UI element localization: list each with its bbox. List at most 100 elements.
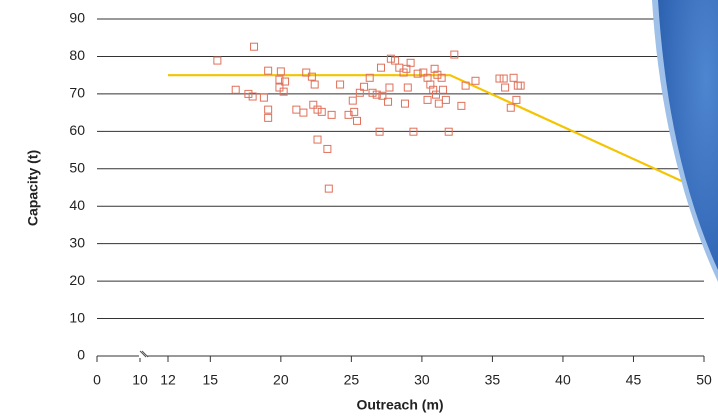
scatter-point — [429, 85, 438, 94]
y-tick-label: 80 — [69, 47, 85, 63]
scatter-point — [375, 127, 384, 136]
x-tick-label: 50 — [696, 372, 712, 388]
scatter-point — [313, 135, 322, 144]
scatter-point — [385, 83, 394, 92]
y-tick-label: 30 — [69, 234, 85, 250]
scatter-point — [327, 110, 336, 119]
scatter-point — [275, 75, 284, 84]
y-tick-label: 50 — [69, 159, 85, 175]
scatter-point — [419, 68, 428, 77]
scatter-point — [336, 80, 345, 89]
scatter-point — [430, 64, 439, 73]
scatter-point — [395, 63, 404, 72]
scatter-point — [307, 72, 316, 81]
scatter-point — [344, 110, 353, 119]
y-tick-label: 70 — [69, 85, 85, 101]
capacity-line — [168, 74, 705, 193]
y-tick-label: 0 — [77, 347, 85, 363]
x-tick-label: 20 — [273, 372, 289, 388]
scatter-point — [384, 97, 393, 106]
scatter-point — [365, 73, 374, 82]
scatter-point — [400, 99, 409, 108]
x-tick-label: 30 — [414, 372, 430, 388]
scatter-point — [299, 108, 308, 117]
y-tick-label: 90 — [69, 10, 85, 26]
scatter-point — [292, 105, 301, 114]
scatter-point — [386, 54, 395, 63]
scatter-point — [259, 93, 268, 102]
x-tick-label: 0 — [93, 372, 101, 388]
scatter-point — [512, 95, 521, 104]
scatter-point — [495, 74, 504, 83]
x-tick-label: 40 — [555, 372, 571, 388]
y-tick-label: 10 — [69, 309, 85, 325]
scatter-point — [423, 95, 432, 104]
scatter-point — [264, 105, 273, 114]
y-tick-label: 60 — [69, 122, 85, 138]
scatter-point — [444, 127, 453, 136]
scatter-point — [406, 58, 415, 67]
scatter-point — [213, 56, 222, 65]
scatter-point — [434, 99, 443, 108]
scatter-point — [350, 107, 359, 116]
scatter-point — [324, 184, 333, 193]
scatter-point — [276, 67, 285, 76]
scatter-point — [368, 88, 377, 97]
scatter-point — [376, 63, 385, 72]
scatter-point — [353, 116, 362, 125]
scatter-point — [275, 83, 284, 92]
scatter-point — [309, 100, 318, 109]
scatter-point — [250, 42, 259, 51]
scatter-point — [409, 127, 418, 136]
scatter-point — [360, 82, 369, 91]
decorative-shape — [658, 0, 718, 270]
scatter-point — [279, 87, 288, 96]
scatter-point — [509, 73, 518, 82]
x-tick-label: 35 — [485, 372, 501, 388]
scatter-point — [372, 90, 381, 99]
scatter-point — [264, 113, 273, 122]
scatter-point — [432, 90, 440, 99]
scatter-point — [403, 83, 412, 92]
scatter-point — [244, 89, 253, 98]
scatter-point — [501, 83, 510, 92]
scatter-point — [516, 81, 525, 90]
axis-break — [139, 350, 149, 358]
scatter-point — [281, 77, 290, 86]
scatter-point — [437, 73, 446, 82]
scatter-point — [264, 66, 273, 75]
y-axis-label: Capacity (t) — [25, 150, 41, 226]
scatter-point — [439, 85, 448, 94]
scatter-point — [461, 81, 470, 90]
x-tick-label: 10 — [132, 372, 148, 388]
x-axis-label: Outreach (m) — [356, 397, 443, 413]
scatter-point — [413, 69, 422, 78]
y-tick-label: 40 — [69, 197, 85, 213]
scatter-point — [231, 85, 240, 94]
scatter-point — [355, 88, 364, 97]
scatter-point — [499, 74, 508, 83]
scatter-point — [513, 81, 522, 90]
scatter-point — [302, 68, 311, 77]
x-tick-label: 12 — [160, 372, 176, 388]
scatter-point — [441, 95, 450, 104]
plot-area: 0 10 20 30 40 50 60 70 80 90 0 10 12 15 20 25 30 35 40 45 50 — [69, 10, 712, 388]
scatter-point — [348, 96, 357, 105]
scatter-point — [450, 50, 459, 59]
scatter-point — [310, 80, 319, 89]
scatter-point — [402, 64, 411, 73]
scatter-point — [378, 91, 387, 100]
y-tick-label: 20 — [69, 272, 85, 288]
scatter-point — [248, 92, 257, 101]
scatter-point — [471, 76, 480, 85]
scatter-point — [323, 144, 332, 153]
x-tick-label: 25 — [344, 372, 360, 388]
scatter-point — [506, 103, 515, 112]
scatter-point — [457, 101, 466, 110]
scatter-point — [391, 56, 400, 65]
scatter-point — [426, 80, 435, 89]
x-tick-label: 45 — [626, 372, 642, 388]
scatter-point — [317, 107, 326, 116]
x-tick-label: 15 — [203, 372, 219, 388]
